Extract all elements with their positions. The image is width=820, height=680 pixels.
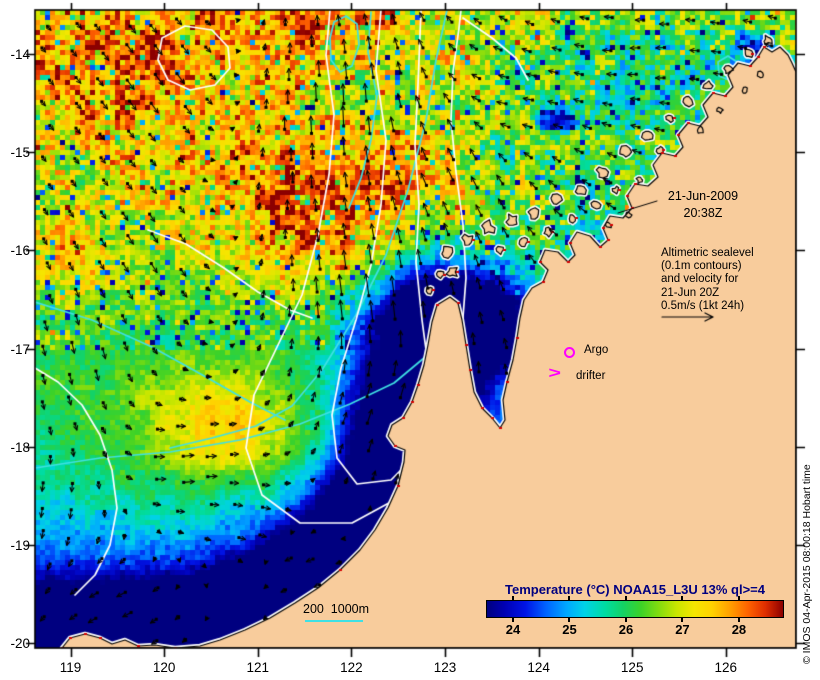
date-annotation: 21-Jun-2009 20:38Z — [655, 188, 751, 222]
y-axis-tick-label: -14 — [10, 47, 30, 63]
argo-float-icon — [564, 347, 575, 358]
colorbar-tick-mark — [511, 596, 514, 601]
y-axis-tick-label: -19 — [10, 537, 30, 553]
date-line: 21-Jun-2009 — [667, 189, 739, 203]
x-axis-tick-label: 124 — [527, 660, 550, 675]
x-axis-tick-label: 126 — [714, 660, 738, 675]
y-axis-tick-label: -20 — [10, 636, 30, 652]
y-axis-tick-label: -15 — [10, 145, 30, 161]
colorbar-tick-label: 28 — [731, 622, 747, 637]
x-axis-tick-label: 123 — [433, 660, 457, 675]
colorbar-tick-label: 27 — [675, 622, 690, 637]
colorbar-tick-mark — [624, 617, 627, 622]
y-axis-tick-label: -18 — [10, 439, 30, 455]
argo-label: Argo — [584, 344, 609, 356]
altimetric-annotation: Altimetric sealevel (0.1m contours) and … — [661, 247, 754, 312]
colorbar-tick-mark — [511, 617, 514, 622]
y-axis-tick-label: -16 — [10, 243, 30, 259]
x-axis-tick-label: 119 — [59, 660, 82, 675]
drifter-icon: > — [548, 365, 561, 382]
colorbar-tick-mark — [624, 596, 627, 601]
x-axis-tick-label: 125 — [620, 660, 644, 675]
x-axis-tick-label: 122 — [340, 660, 363, 675]
depth-contour-legend: 200 1000m — [303, 602, 370, 616]
copyright-text: © IMOS 04-Apr-2015 08:00:18 Hobart time — [801, 464, 813, 664]
depth-contour-sample-line — [305, 620, 363, 622]
colorbar-tick-mark — [681, 596, 684, 601]
x-axis-tick-label: 120 — [152, 660, 176, 675]
colorbar-tick-mark — [568, 617, 571, 622]
drifter-label: drifter — [576, 370, 606, 382]
time-line: 20:38Z — [683, 206, 723, 220]
colorbar-tick-label: 24 — [505, 622, 521, 637]
colorbar-tick-label: 25 — [562, 622, 577, 637]
y-axis-tick-label: -17 — [10, 341, 30, 357]
x-axis-tick-label: 121 — [246, 660, 270, 675]
colorbar-tick-mark — [568, 596, 571, 601]
colorbar-tick-mark — [737, 617, 740, 622]
colorbar-tick-mark — [681, 617, 684, 622]
colorbar-tick-label: 26 — [618, 622, 634, 637]
colorbar-gradient — [487, 601, 783, 617]
temperature-colorbar: Temperature (°C) NOAA15_L3U 13% ql>=4 24… — [486, 582, 784, 637]
colorbar-title: Temperature (°C) NOAA15_L3U 13% ql>=4 — [505, 582, 765, 597]
colorbar-tick-mark — [737, 596, 740, 601]
